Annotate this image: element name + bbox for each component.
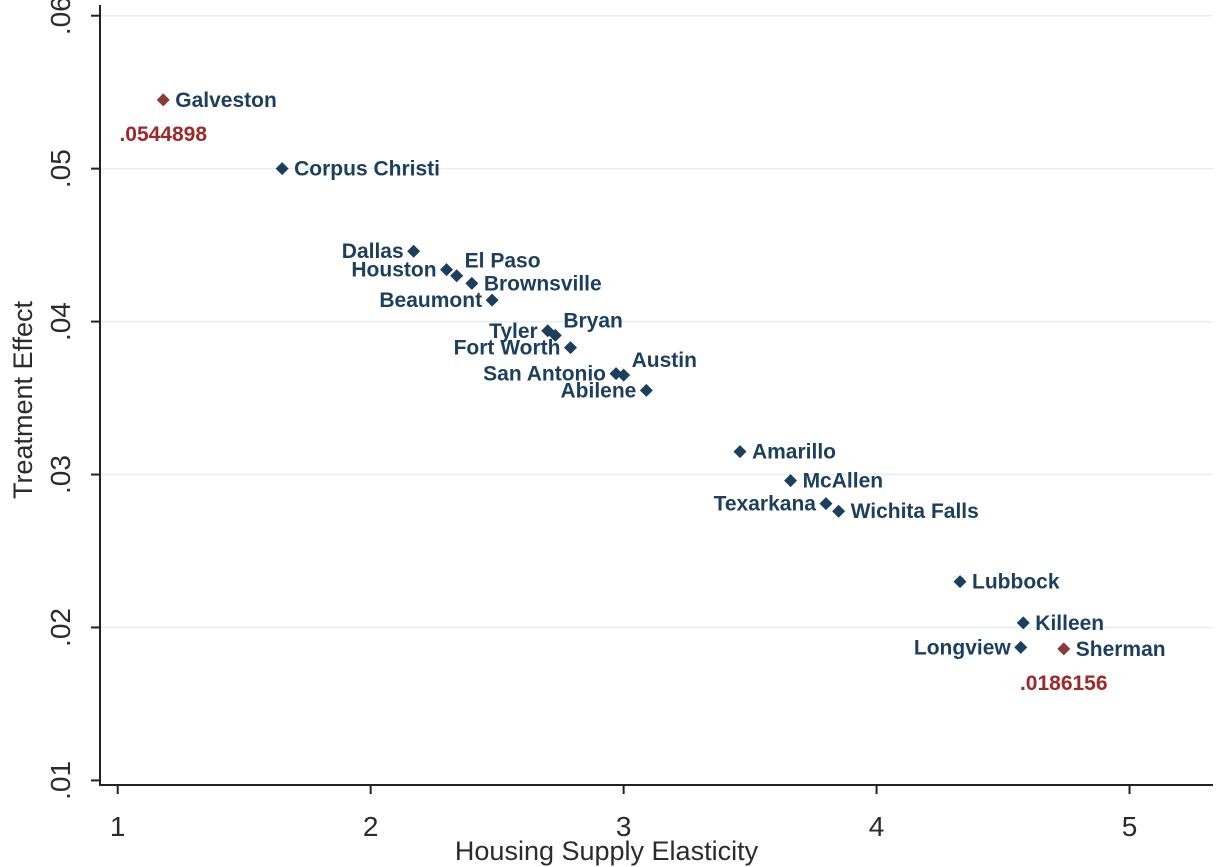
x-tick-label: 1 (110, 811, 126, 842)
data-point (485, 293, 499, 307)
y-tick-label: .05 (45, 149, 76, 188)
point-label: El Paso (465, 250, 541, 273)
value-annotation: .0186156 (1020, 672, 1108, 695)
point-label: Texarkana (714, 493, 817, 516)
data-point (784, 474, 798, 488)
data-point (1057, 642, 1071, 656)
x-axis-title: Housing Supply Elasticity (455, 836, 759, 866)
point-label: Brownsville (484, 272, 602, 295)
point-label: Tyler (489, 320, 538, 343)
data-point (832, 504, 846, 518)
point-label: Beaumont (379, 289, 482, 312)
data-point (156, 93, 170, 107)
point-label: Fort Worth (454, 337, 561, 360)
point-label: McAllen (803, 470, 884, 493)
point-label: San Antonio (483, 363, 606, 386)
data-points (156, 93, 1071, 656)
point-label: Corpus Christi (294, 158, 440, 181)
point-label: Lubbock (972, 571, 1060, 594)
point-label: Longview (914, 636, 1012, 659)
point-label: Houston (351, 259, 436, 282)
data-point (563, 341, 577, 355)
y-tick-label: .03 (45, 455, 76, 494)
point-label: Dallas (342, 240, 404, 263)
y-tick-label: .04 (45, 302, 76, 341)
data-point (465, 276, 479, 290)
y-tick-label: .02 (45, 608, 76, 647)
point-label: Killeen (1035, 612, 1104, 635)
data-point (819, 497, 833, 511)
point-label: Austin (632, 349, 697, 372)
x-tick-label: 5 (1122, 811, 1138, 842)
point-label: Sherman (1076, 638, 1166, 661)
y-tick-label: .06 (45, 0, 76, 35)
data-point (275, 162, 289, 176)
data-point (548, 328, 562, 342)
y-axis-title: Treatment Effect (8, 300, 38, 499)
axes (91, 5, 1213, 794)
x-tick-label: 3 (616, 811, 632, 842)
data-point (450, 269, 464, 283)
data-point (440, 263, 454, 277)
data-point (407, 244, 421, 258)
data-point (953, 575, 967, 589)
y-tick-label: .01 (45, 761, 76, 800)
tick-labels: .01 .02 .03 .04 .05 .06 1 2 3 4 5 (45, 0, 1137, 842)
data-point (609, 367, 623, 381)
data-point (1014, 640, 1028, 654)
data-point (1016, 616, 1030, 630)
point-label: Wichita Falls (851, 500, 979, 523)
data-point (639, 383, 653, 397)
x-tick-label: 4 (869, 811, 885, 842)
point-label: Galveston (175, 89, 277, 112)
data-point (733, 445, 747, 459)
point-label: Amarillo (752, 441, 836, 464)
x-tick-label: 2 (363, 811, 379, 842)
point-label: Abilene (561, 379, 637, 402)
point-label: Bryan (563, 309, 623, 332)
value-annotation: .0544898 (119, 123, 207, 146)
